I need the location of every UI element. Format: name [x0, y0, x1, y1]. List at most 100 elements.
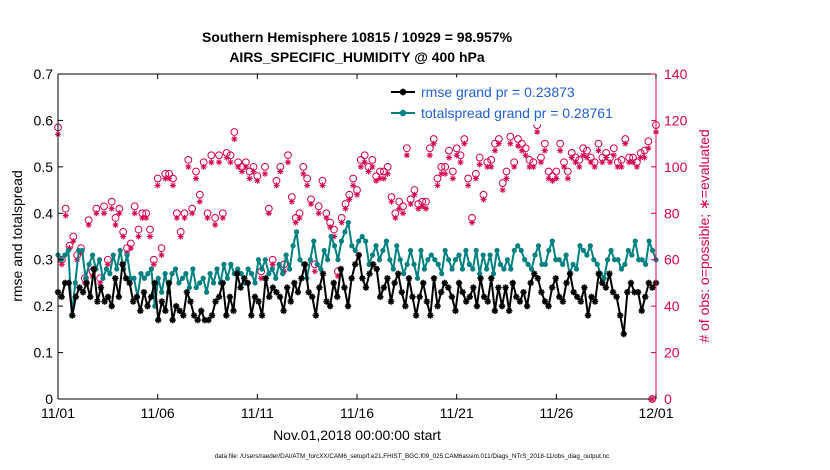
- y-axis-label: rmse and totalspread: [9, 170, 25, 302]
- obs-evaluated-point-stroke-3: [500, 187, 506, 193]
- totalspread-point: [508, 266, 514, 272]
- totalspread-point: [397, 257, 403, 263]
- rmse-point-stroke-3: [144, 303, 151, 309]
- obs-evaluated-point-stroke-3: [369, 164, 375, 170]
- obs-evaluated-point-stroke-3: [323, 215, 329, 221]
- totalspread-point: [162, 271, 168, 277]
- totalspread-point: [293, 229, 300, 235]
- totalspread-point: [563, 252, 569, 258]
- totalspread-point: [414, 275, 421, 281]
- rmse-point: [398, 289, 405, 296]
- rmse-point: [445, 284, 452, 291]
- obs-evaluated-point-stroke-3: [101, 210, 107, 216]
- totalspread-point: [200, 275, 206, 281]
- totalspread-point: [449, 266, 455, 272]
- obs-possible-point: [441, 162, 450, 171]
- obs-evaluated-point: [361, 159, 368, 166]
- totalspread-point: [511, 247, 517, 254]
- rmse-point-stroke-3: [513, 294, 520, 300]
- obs-evaluated-point-stroke-3: [373, 178, 379, 184]
- obs-evaluated-point: [400, 210, 406, 217]
- obs-possible-point: [644, 137, 653, 146]
- rmse-point-stroke-3: [298, 275, 305, 282]
- rmse-point: [649, 284, 656, 291]
- obs-evaluated-point: [472, 175, 479, 182]
- rmse-point: [337, 265, 345, 273]
- rmse-point: [72, 293, 80, 301]
- obs-possible-point: [395, 197, 404, 206]
- totalspread-point: [183, 271, 189, 277]
- obs-possible-point: [153, 174, 162, 183]
- totalspread-point: [235, 266, 241, 272]
- totalspread-point: [169, 271, 175, 277]
- rmse-point-stroke-3: [649, 284, 656, 291]
- obs-evaluated-point: [587, 159, 594, 166]
- rmse-point: [466, 293, 473, 301]
- totalspread-point: [646, 238, 652, 244]
- rmse-point: [305, 289, 312, 296]
- obs-evaluated-point-stroke-3: [239, 169, 245, 174]
- obs-possible-point: [130, 202, 139, 211]
- rmse-point-stroke-3: [130, 298, 137, 305]
- rmse-point-stroke-3: [395, 270, 402, 277]
- totalspread-point: [608, 247, 614, 254]
- obs-evaluated-point: [288, 198, 295, 205]
- obs-evaluated-point-stroke-3: [630, 159, 636, 165]
- totalspread-point: [587, 243, 593, 249]
- totalspread-point: [452, 257, 459, 263]
- rmse-point-stroke-3: [87, 294, 94, 300]
- totalspread-point: [245, 266, 251, 272]
- rmse-point: [463, 298, 470, 305]
- obs-possible-point: [184, 155, 193, 164]
- obs-evaluated-point: [97, 279, 104, 286]
- obs-evaluated-point-stroke-3: [607, 159, 613, 165]
- obs-evaluated-point: [476, 161, 483, 168]
- obs-evaluated-point: [522, 152, 529, 159]
- totalspread-point: [186, 284, 192, 291]
- y2-tick-label: 100: [664, 159, 688, 175]
- obs-evaluated-point-stroke-3: [366, 169, 371, 174]
- obs-evaluated-point: [507, 140, 514, 147]
- obs-evaluated-point-stroke-3: [262, 171, 268, 177]
- rmse-point: [634, 289, 642, 296]
- obs-possible-point: [475, 153, 484, 162]
- rmse-point: [119, 261, 126, 268]
- rmse-point: [233, 270, 241, 277]
- rmse-point-stroke-3: [391, 280, 398, 286]
- y-tick-label: 0.7: [34, 66, 54, 82]
- totalspread-point: [629, 252, 635, 258]
- obs-evaluated-point: [607, 159, 613, 166]
- rmse-point-stroke-3: [373, 266, 380, 272]
- totalspread-point: [556, 257, 562, 263]
- obs-evaluated-point: [538, 159, 544, 166]
- rmse-point-stroke-3: [309, 294, 316, 300]
- obs-evaluated-point: [189, 210, 196, 217]
- totalspread-point: [349, 243, 355, 249]
- rmse-point: [602, 284, 610, 291]
- obs-possible-point: [425, 144, 434, 153]
- obs-evaluated-point: [434, 182, 441, 189]
- rmse-point: [362, 284, 370, 291]
- obs-evaluated-point-stroke-3: [343, 206, 348, 212]
- rmse-point: [326, 302, 334, 310]
- obs-evaluated-point: [346, 196, 353, 203]
- rmse-point-stroke-3: [570, 289, 577, 296]
- obs-possible-point: [215, 151, 223, 160]
- obs-evaluated-point-stroke-3: [151, 261, 157, 267]
- rmse-point-stroke-3: [484, 298, 491, 305]
- obs-evaluated-point-stroke-3: [128, 245, 134, 251]
- rmse-point: [437, 289, 445, 296]
- rmse-point-stroke-3: [266, 294, 273, 300]
- obs-possible-point: [594, 139, 603, 148]
- rmse-point-stroke-3: [112, 275, 119, 282]
- rmse-point-stroke-3: [94, 298, 101, 305]
- rmse-point: [556, 293, 563, 301]
- rmse-point-stroke-3: [341, 284, 348, 291]
- rmse-point-stroke-3: [348, 275, 355, 282]
- obs-evaluated-point-stroke-3: [243, 164, 249, 170]
- obs-evaluated-point-stroke-3: [339, 220, 345, 226]
- axes: 11/01 11/06 11/11 11/16 11/21 11/26 12/0100.10…: [34, 66, 688, 421]
- obs-possible-point: [506, 132, 515, 141]
- obs-evaluated-point-stroke-3: [201, 164, 207, 170]
- totalspread-point: [207, 271, 213, 277]
